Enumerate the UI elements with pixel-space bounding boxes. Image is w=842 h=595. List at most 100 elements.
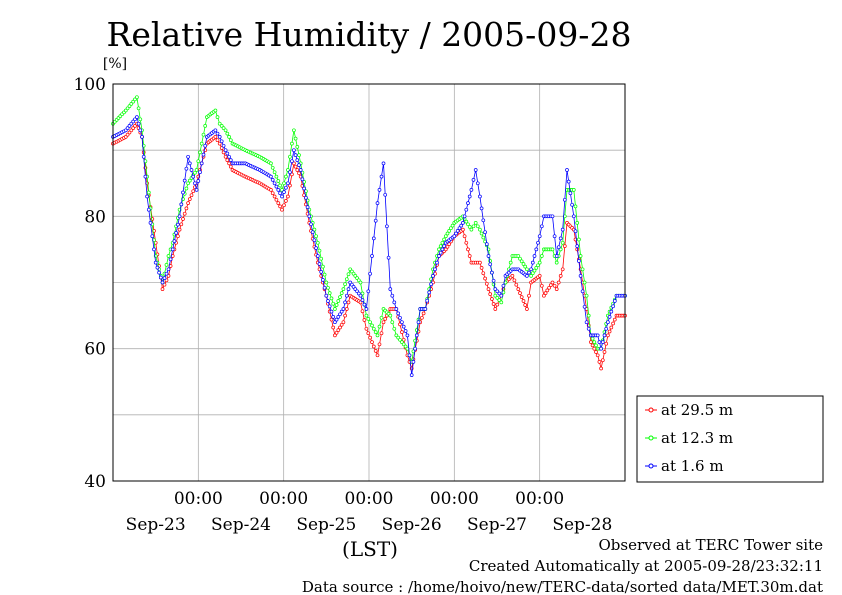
data-point [508, 260, 513, 265]
data-point [438, 250, 443, 255]
data-point [525, 307, 529, 311]
data-point [542, 293, 546, 298]
data-point [577, 259, 581, 263]
data-point [193, 170, 197, 175]
data-point [228, 158, 233, 162]
data-point [292, 128, 296, 133]
data-point [609, 325, 614, 330]
data-point [327, 304, 332, 309]
data-point [343, 282, 347, 287]
data-point [499, 293, 504, 298]
footer-created: Created Automatically at 2005-09-28/23:3… [469, 557, 823, 575]
data-point [471, 178, 476, 182]
data-point [377, 324, 382, 329]
y-tick-labels: 40 60 80 100 [74, 75, 106, 492]
data-point [150, 234, 155, 239]
data-point [530, 271, 535, 276]
data-point [191, 189, 196, 194]
data-point [459, 223, 464, 228]
data-point [370, 254, 374, 258]
data-point [481, 218, 486, 223]
data-point [164, 278, 169, 283]
data-point [388, 287, 393, 291]
data-point [562, 197, 567, 202]
data-point [392, 300, 397, 305]
data-point [607, 315, 612, 319]
data-point [388, 313, 393, 318]
data-point [443, 234, 448, 239]
data-point [140, 135, 144, 139]
data-point [358, 280, 363, 285]
data-point [304, 195, 308, 200]
data-point [225, 158, 230, 162]
legend-label: at 12.3 m [661, 429, 733, 447]
data-point [329, 296, 334, 301]
data-point [469, 188, 474, 192]
data-point [394, 333, 399, 338]
data-point [457, 226, 462, 231]
data-point [534, 266, 539, 270]
data-point [575, 221, 580, 225]
data-point [298, 168, 303, 172]
data-point [594, 343, 598, 348]
data-point [201, 132, 206, 137]
data-point [554, 254, 559, 258]
data-point [447, 242, 452, 246]
data-point [148, 221, 153, 225]
data-point [584, 293, 589, 298]
data-point [312, 238, 317, 243]
data-point [600, 340, 605, 344]
data-point [510, 274, 515, 278]
x-date-label: Sep-26 [382, 515, 442, 535]
data-point [461, 221, 465, 225]
data-point [525, 267, 529, 272]
data-point [590, 343, 595, 348]
data-point [326, 285, 330, 290]
data-point [558, 247, 563, 252]
legend: at 29.5 m at 12.3 m at 1.6 m [636, 395, 824, 483]
data-point [537, 274, 542, 278]
data-point [400, 320, 404, 325]
data-point [466, 201, 470, 205]
data-point [341, 307, 346, 311]
data-point [186, 181, 190, 186]
data-point [534, 247, 539, 252]
data-point [455, 229, 460, 233]
data-point [168, 257, 173, 262]
data-point [297, 163, 301, 167]
data-point [612, 317, 617, 322]
data-point [322, 285, 327, 290]
footer-site: Observed at TERC Tower site [598, 536, 823, 554]
data-point [293, 153, 298, 157]
data-point [358, 293, 363, 298]
data-point [314, 246, 318, 250]
data-point [454, 231, 458, 236]
data-point [590, 336, 595, 341]
data-point [467, 194, 472, 199]
data-point [570, 202, 574, 207]
data-point [373, 218, 378, 223]
data-point [536, 240, 540, 245]
data-point [162, 276, 167, 280]
data-point [181, 190, 185, 195]
data-point [481, 271, 486, 276]
data-point [611, 321, 615, 326]
data-point [213, 135, 218, 139]
data-point [530, 260, 535, 265]
data-point [606, 320, 610, 325]
data-point [518, 291, 522, 295]
data-point [398, 315, 402, 320]
data-point [604, 326, 609, 331]
data-point [413, 346, 417, 351]
data-point [390, 293, 395, 298]
data-point [368, 271, 372, 276]
data-point [331, 301, 336, 306]
data-point [215, 131, 220, 136]
data-point [577, 237, 581, 242]
data-point [143, 174, 148, 179]
data-point [133, 97, 137, 102]
data-point [177, 227, 182, 232]
data-point [293, 136, 298, 141]
data-point [479, 206, 484, 211]
data-point [379, 331, 384, 336]
